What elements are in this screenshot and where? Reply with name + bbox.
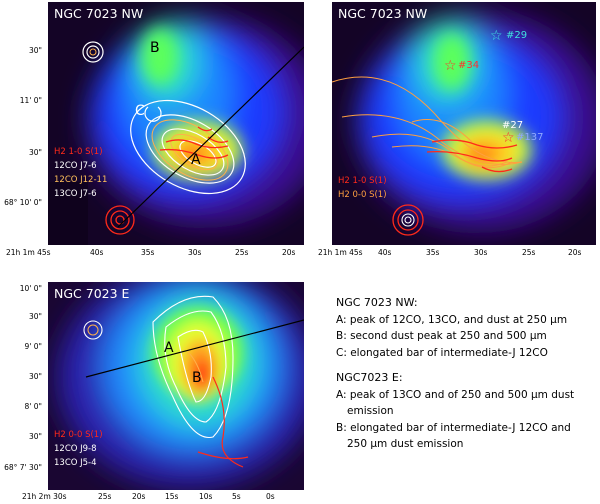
legend-entry: 13CO J5-4 [54, 458, 97, 468]
xtick: 35s [141, 248, 155, 257]
legend-entry: H2 0-0 S(1) [338, 190, 387, 200]
ytick: 68° 10' 0" [4, 198, 42, 207]
panel-title: NGC 7023 E [54, 286, 130, 301]
description-text: NGC 7023 NW: A: peak of 12CO, 13CO, and … [336, 295, 598, 453]
legend-e: H2 0-0 S(1) 12CO J9-8 13CO J5-4 [54, 428, 103, 470]
label-B: B [192, 370, 202, 386]
xtick: 20s [568, 248, 582, 257]
xtick: 15s [165, 492, 179, 501]
star-icon: ☆ [490, 28, 503, 44]
xtick: 35s [426, 248, 440, 257]
nw-right-map: ☆ #29 ☆ #34 #27 ☆ #137 [332, 2, 596, 245]
e-heading: NGC7023 E: [336, 371, 403, 384]
xtick: 25s [522, 248, 536, 257]
ytick: 30" [29, 312, 42, 321]
ytick: 68° 7' 30" [4, 463, 42, 472]
nw-left-map: B A C [48, 2, 304, 245]
star-icon: ☆ [444, 58, 457, 74]
label-A: A [164, 340, 174, 356]
e-map: A B [48, 282, 304, 490]
xtick: 30s [188, 248, 202, 257]
legend-entry: 12CO J12-11 [54, 175, 108, 185]
nw-item: A: peak of 12CO, 13CO, and dust at 250 μ… [336, 313, 568, 326]
xtick: 21h 2m 30s [22, 492, 67, 501]
star-icon: ☆ [502, 130, 515, 146]
xtick: 20s [282, 248, 296, 257]
panel-nw-left: B A C NGC 7023 NW H2 1-0 S(1) 12CO J7-6 … [48, 2, 304, 245]
xtick: 0s [266, 492, 275, 501]
legend-entry: H2 1-0 S(1) [338, 176, 387, 186]
star-label: #27 [502, 120, 523, 131]
xtick: 25s [98, 492, 112, 501]
ytick: 10' 0" [19, 284, 42, 293]
xtick: 21h 1m 45s [6, 248, 51, 257]
ytick: 11' 0" [19, 96, 42, 105]
legend-entry: H2 1-0 S(1) [54, 147, 103, 157]
e-item: A: peak of 13CO and of 250 and 500 μm du… [336, 388, 575, 401]
star-label: #34 [458, 60, 479, 71]
ytick: 30" [29, 46, 42, 55]
xtick: 30s [474, 248, 488, 257]
xtick: 5s [232, 492, 241, 501]
nw-item: C: elongated bar of intermediate-J 12CO [336, 346, 548, 359]
label-A: A [191, 152, 201, 168]
legend-entry: H2 0-0 S(1) [54, 430, 103, 440]
label-B: B [150, 40, 160, 56]
xtick: 21h 1m 45s [318, 248, 363, 257]
star-label: #137 [516, 132, 543, 143]
ytick: 30" [29, 372, 42, 381]
e-item-cont: 250 μm dust emission [347, 438, 464, 450]
legend-entry: 12CO J7-6 [54, 161, 97, 171]
xtick: 25s [235, 248, 249, 257]
nw-heading: NGC 7023 NW: [336, 296, 418, 309]
nw-item: B: second dust peak at 250 and 500 μm [336, 330, 547, 342]
legend-nw2: H2 1-0 S(1) H2 0-0 S(1) [338, 174, 387, 202]
xtick: 10s [199, 492, 213, 501]
ytick: 30" [29, 432, 42, 441]
legend-nw1: H2 1-0 S(1) 12CO J7-6 12CO J12-11 13CO J… [54, 145, 107, 201]
ytick: 8' 0" [24, 402, 42, 411]
xtick: 40s [378, 248, 392, 257]
legend-entry: 13CO J7-6 [54, 189, 97, 199]
ytick: 30" [29, 148, 42, 157]
xtick: 20s [132, 492, 146, 501]
e-item-cont: emission [347, 405, 394, 417]
ytick: 9' 0" [24, 342, 42, 351]
panel-title: NGC 7023 NW [54, 6, 144, 21]
xtick: 40s [90, 248, 104, 257]
label-C: C [135, 103, 145, 119]
panel-e: A B NGC 7023 E H2 0-0 S(1) 12CO J9-8 13C… [48, 282, 304, 490]
panel-title: NGC 7023 NW [338, 6, 428, 21]
e-item: B: elongated bar of intermediate-J 12CO … [336, 421, 571, 434]
panel-nw-right: ☆ #29 ☆ #34 #27 ☆ #137 NGC 7023 NW H2 1-… [332, 2, 596, 245]
star-label: #29 [506, 30, 527, 41]
legend-entry: 12CO J9-8 [54, 444, 97, 454]
